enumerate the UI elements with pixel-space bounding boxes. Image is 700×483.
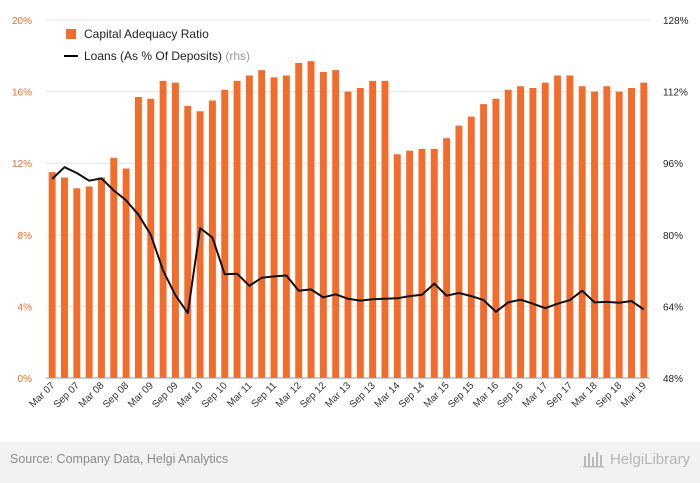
y-right-tick-label: 128% [663,16,689,27]
x-tick-label: Mar 09 [126,380,156,410]
legend-label-capital-adequacy: Capital Adequacy Ratio [84,27,209,41]
legend-rhs-note: (rhs) [225,49,250,63]
bar-capital-adequacy [295,62,303,379]
bar-capital-adequacy [344,91,352,378]
bar-capital-adequacy [480,104,488,378]
x-tick-label: Sep 09 [150,380,180,410]
source-note: Source: Company Data, Helgi Analytics [10,452,229,466]
x-tick-label: Mar 07 [27,380,57,410]
bar-capital-adequacy [541,82,549,379]
bar-capital-adequacy [332,70,340,379]
bar-capital-adequacy [356,88,364,379]
x-tick-label: Mar 10 [175,380,205,410]
y-left-tick-label: 12% [12,159,32,170]
legend-label-loans: Loans (As % Of Deposits) (rhs) [84,49,250,63]
bar-capital-adequacy [307,61,315,379]
x-tick-label: Sep 11 [249,380,279,410]
bar-capital-adequacy [504,89,512,378]
brand-name: HelgiLibrary [609,450,690,468]
x-tick-label: Sep 08 [101,380,131,410]
bar-capital-adequacy [221,89,229,378]
bar-capital-adequacy [282,75,290,379]
bar-capital-adequacy [85,186,93,378]
x-tick-label: Sep 15 [446,380,476,410]
bar-capital-adequacy [48,172,56,378]
bar-capital-adequacy [171,82,179,379]
bar-capital-adequacy [381,80,389,379]
y-left-tick-label: 8% [18,231,33,242]
bar-capital-adequacy [628,88,635,379]
chart: 0% 4% 8% 12% 16% 20% 48% 64% 80% 96% 112% 128% Mar 0… [12,16,689,411]
x-tick-label: Sep 16 [495,380,525,410]
x-tick-label: Sep 17 [545,380,575,410]
bar-capital-adequacy [430,148,438,378]
bar-capital-adequacy [245,75,253,379]
brand-logo: HelgiLibrary [582,450,690,468]
footer: Source: Company Data, Helgi Analytics He… [0,442,700,483]
bar-capital-adequacy [517,86,525,378]
bar-capital-adequacy [640,82,648,379]
bar-capital-adequacy [184,105,192,379]
bar-capital-adequacy [603,86,611,378]
bar-capital-adequacy [393,154,401,378]
x-tick-label: Mar 08 [77,380,107,410]
bar-capital-adequacy [591,91,598,378]
bar-capital-adequacy [61,177,68,378]
x-tick-label: Sep 07 [52,380,82,410]
y-left-tick-label: 4% [18,302,33,313]
bar-capital-adequacy [258,70,266,379]
bar-capital-adequacy [554,75,562,379]
bar-capital-adequacy [455,125,463,378]
y-left-tick-label: 0% [18,374,33,385]
x-tick-label: Sep 10 [200,380,230,410]
y-right-tick-label: 64% [663,302,683,313]
line-loans-to-deposits [51,166,645,315]
x-tick-label: Sep 13 [348,380,378,410]
x-tick-label: Mar 14 [373,380,403,410]
y-right-tick-label: 96% [663,159,683,170]
bar-capital-adequacy [319,71,327,378]
bar-capital-adequacy [159,80,167,379]
y-left-tick-label: 16% [12,88,32,99]
y-right-tick-label: 48% [663,374,683,385]
y-left-tick-label: 20% [12,16,32,27]
y-right-tick-label: 112% [663,88,688,99]
x-tick-label: Sep 18 [594,380,624,410]
bar-capital-adequacy [110,157,118,378]
x-tick-label: Sep 14 [397,380,427,410]
bar-capital-adequacy [443,138,451,378]
bar-capital-adequacy [418,148,426,378]
legend-swatch-bar [66,29,76,39]
bar-capital-adequacy [369,80,377,379]
x-tick-label: Mar 15 [422,380,452,410]
bar-capital-adequacy [134,96,142,378]
x-tick-label: Mar 12 [274,380,304,410]
bar-capital-adequacy [615,91,623,378]
bar-capital-adequacy [73,188,81,378]
bar-capital-adequacy [492,98,500,378]
bar-capital-adequacy [122,168,130,378]
bar-capital-adequacy [406,150,414,378]
x-tick-label: Mar 17 [521,380,551,410]
bar-capital-adequacy [529,88,537,379]
bar-capital-adequacy [270,77,278,378]
x-tick-label: Mar 11 [225,380,255,410]
y-right-tick-label: 80% [663,231,683,242]
bar-capital-adequacy [566,75,574,379]
bar-capital-adequacy [98,177,105,378]
bar-capital-adequacy [467,116,475,378]
bar-capital-adequacy [196,111,204,378]
x-tick-label: Mar 18 [570,380,600,410]
bar-capital-adequacy [147,98,155,378]
library-icon [582,452,604,468]
bar-capital-adequacy [578,86,586,378]
x-tick-label: Mar 19 [619,380,649,410]
x-tick-label: Mar 13 [323,380,353,410]
bar-capital-adequacy [233,80,241,379]
x-tick-label: Mar 16 [471,380,501,410]
x-tick-label: Sep 12 [298,380,328,410]
